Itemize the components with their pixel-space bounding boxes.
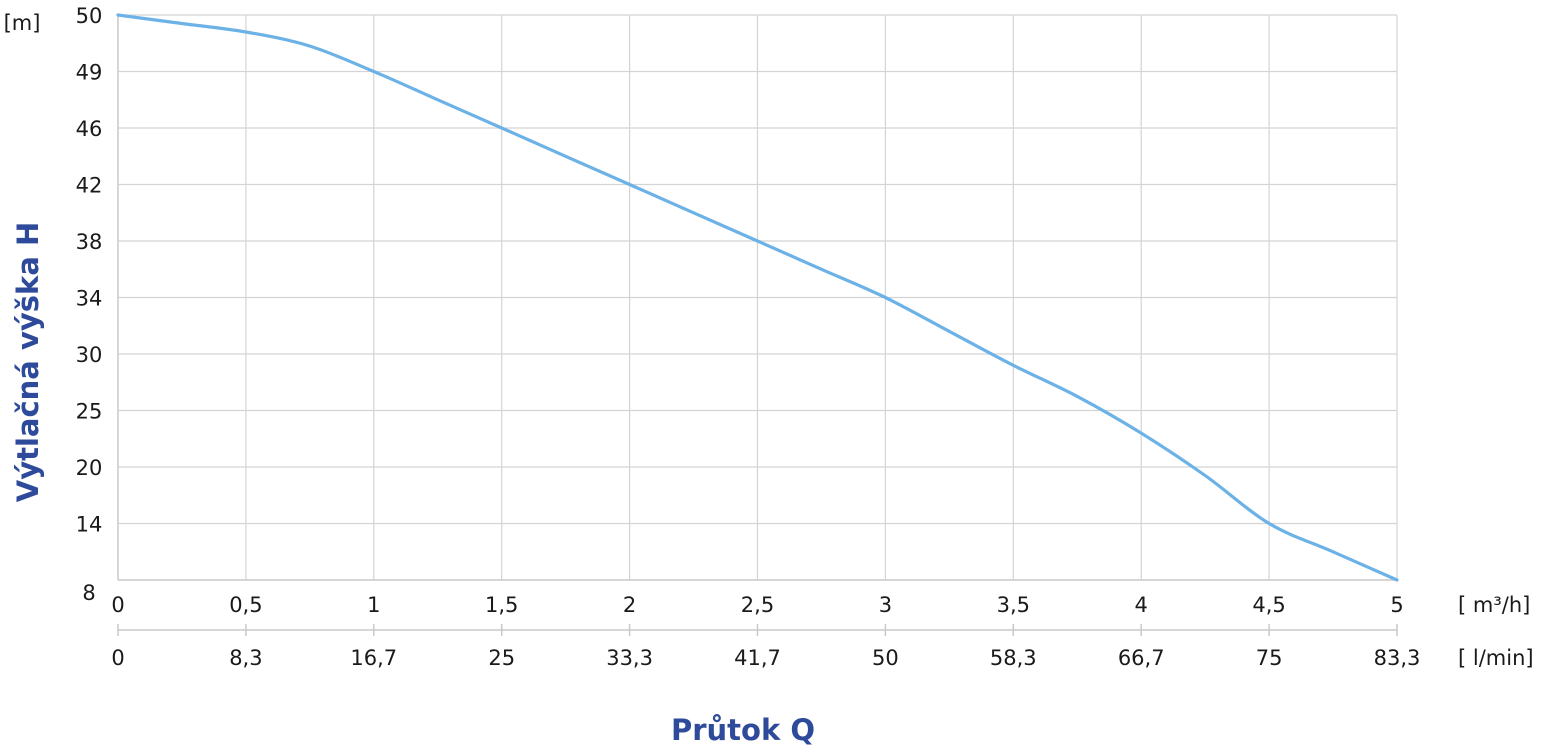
x-tick-label-primary: 2 xyxy=(623,593,636,617)
x-tick-label-primary: 4 xyxy=(1135,593,1148,617)
y-tick-label: 25 xyxy=(76,400,103,424)
y-unit-label: [m] xyxy=(4,11,41,35)
x-tick-label-primary: 1 xyxy=(367,593,380,617)
axes xyxy=(117,15,1398,636)
y-axis-title: Výtlačná výška H xyxy=(11,222,45,503)
series-layer xyxy=(116,13,1399,582)
x-axis-title: Průtok Q xyxy=(671,713,815,747)
y-tick-label: 34 xyxy=(76,287,103,311)
x-tick-label-primary: 0 xyxy=(111,593,124,617)
x-tick-label-primary: 5 xyxy=(1390,593,1403,617)
x-tick-label-primary: 2,5 xyxy=(741,593,774,617)
x-tick-label-primary: 3,5 xyxy=(997,593,1030,617)
y-tick-label: 38 xyxy=(76,230,103,254)
x-tick-label-secondary: 8,3 xyxy=(229,646,262,670)
x-tick-label-secondary: 33,3 xyxy=(606,646,653,670)
x-tick-label-primary: 4,5 xyxy=(1252,593,1285,617)
y-tick-label: 50 xyxy=(76,4,103,28)
x-unit-primary-label: [ m³/h] xyxy=(1458,593,1530,617)
y-tick-label: 49 xyxy=(76,61,103,85)
series-line-0 xyxy=(116,13,1399,582)
x-tick-label-secondary: 41,7 xyxy=(734,646,781,670)
x-tick-label-secondary: 16,7 xyxy=(350,646,397,670)
x-tick-label-primary: 1,5 xyxy=(485,593,518,617)
y-tick-label: 30 xyxy=(76,343,103,367)
y-tick-label: 46 xyxy=(76,117,103,141)
grid xyxy=(118,14,1398,580)
x-tick-label-primary: 0,5 xyxy=(229,593,262,617)
x-tick-label-secondary: 50 xyxy=(872,646,899,670)
y-tick-label: 42 xyxy=(76,174,103,198)
x-tick-label-secondary: 25 xyxy=(488,646,515,670)
x-unit-secondary-label: [ l/min] xyxy=(1458,646,1534,670)
x-tick-label-primary: 3 xyxy=(879,593,892,617)
x-tick-label-secondary: 75 xyxy=(1256,646,1283,670)
x-tick-label-secondary: 0 xyxy=(111,646,124,670)
x-tick-label-secondary: 66,7 xyxy=(1118,646,1165,670)
x-tick-label-secondary: 83,3 xyxy=(1374,646,1421,670)
labels-layer: [m] [ m³/h] [ l/min] Průtok Q Výtlačná v… xyxy=(4,4,1534,747)
y-tick-label: 14 xyxy=(76,513,103,537)
y-tick-label: 20 xyxy=(76,456,103,480)
y-tick-label: 8 xyxy=(82,581,95,605)
x-tick-label-secondary: 58,3 xyxy=(990,646,1037,670)
